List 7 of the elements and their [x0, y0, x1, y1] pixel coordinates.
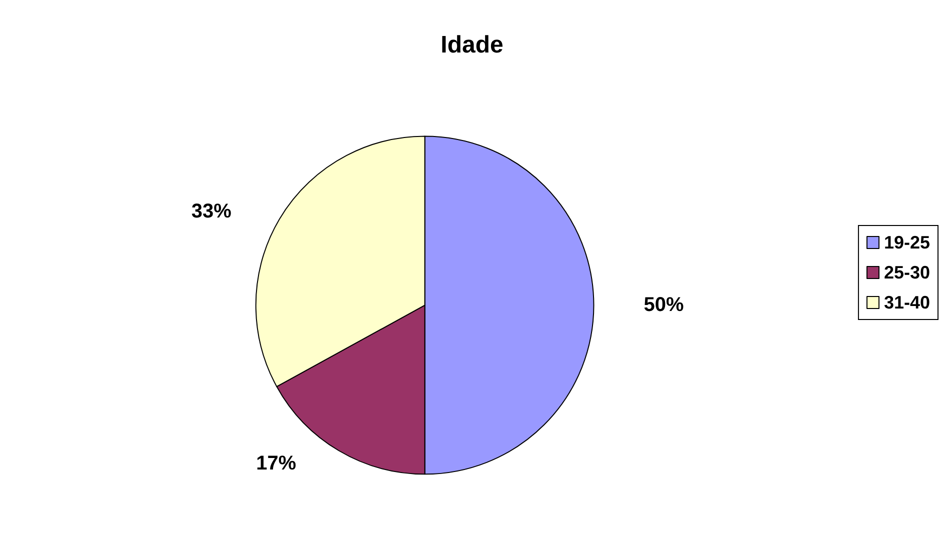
data-label: 33%: [191, 200, 232, 223]
legend-label: 31-40: [884, 292, 930, 312]
legend-label: 25-30: [884, 262, 930, 282]
data-label: 50%: [644, 294, 684, 316]
legend-label: 19-25: [884, 232, 930, 252]
chart-title: Idade: [440, 32, 504, 58]
data-label: 17%: [256, 452, 296, 475]
